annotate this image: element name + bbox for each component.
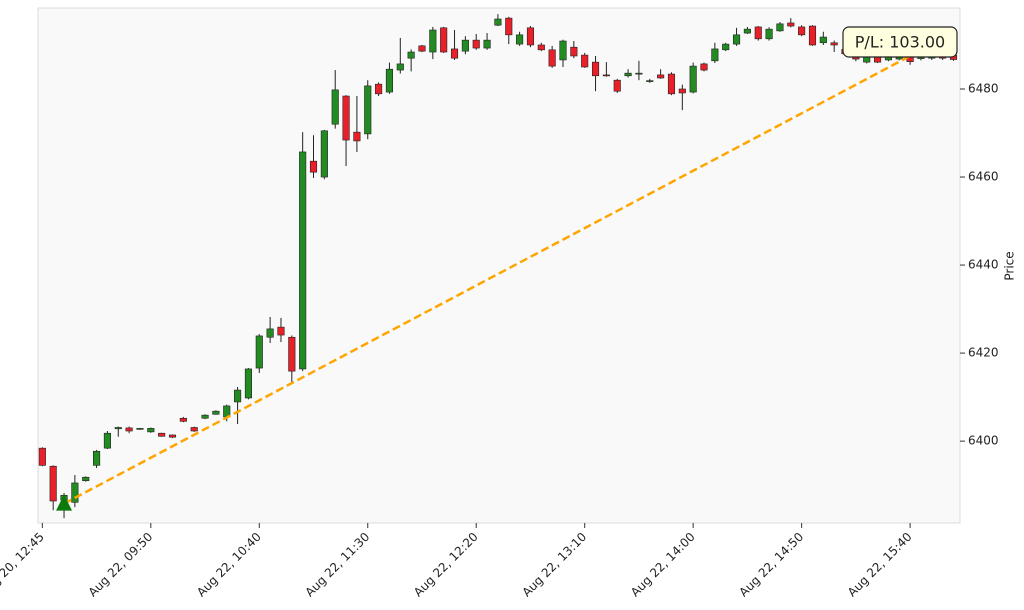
candle-body <box>136 428 144 430</box>
candle-body <box>472 39 480 49</box>
candle-body <box>591 61 600 77</box>
candle-body <box>429 29 437 53</box>
pl-box <box>842 26 958 58</box>
candle-body <box>93 450 101 466</box>
candle-body <box>375 83 383 95</box>
candle-body <box>309 160 318 173</box>
y-tick-label: 6440 <box>968 258 999 272</box>
x-tick-label: Aug 22, 09:50 <box>86 530 156 600</box>
x-tick-label: Aug 22, 11:30 <box>303 530 373 600</box>
candle-body <box>776 23 784 32</box>
candle-body <box>830 42 838 46</box>
candle-body <box>277 326 285 336</box>
candle-body <box>331 89 339 125</box>
candle-body <box>201 414 209 419</box>
candle-body <box>244 368 252 399</box>
candle-body <box>505 17 513 36</box>
candle-body <box>722 43 730 51</box>
candle-body <box>353 131 361 142</box>
candle-body <box>516 34 524 45</box>
candle-body <box>440 27 448 53</box>
x-tick-label: Aug 22, 15:40 <box>845 530 915 600</box>
candle-body <box>559 40 567 61</box>
candle-body <box>646 80 654 82</box>
candle-body <box>808 25 817 46</box>
x-tick-label: Aug 20, 12:45 <box>0 530 47 600</box>
candle-body <box>407 51 415 59</box>
candle-body <box>700 63 708 71</box>
candle-body <box>320 130 328 178</box>
candle-body <box>689 65 697 93</box>
candle-body <box>537 44 545 51</box>
candle-body <box>743 28 751 34</box>
y-axis-label: Price <box>1003 251 1017 280</box>
pl-label: P/L: 103.00 <box>855 33 945 52</box>
x-tick-label: Aug 22, 12:20 <box>411 530 481 600</box>
candle-body <box>732 34 741 45</box>
candle-body <box>299 151 307 370</box>
entry-marker <box>56 494 73 511</box>
candle-body <box>49 465 57 502</box>
candle-body <box>288 336 296 372</box>
candle-body <box>212 410 220 415</box>
candle-body <box>787 22 795 27</box>
candle-body <box>754 26 762 40</box>
trade-line <box>63 54 911 505</box>
y-tick-label: 6400 <box>968 434 999 448</box>
candle-body <box>613 79 621 92</box>
y-tick-label: 6420 <box>968 346 999 360</box>
plot-area <box>37 7 961 524</box>
candle-body <box>624 72 632 77</box>
candle-body <box>158 432 166 437</box>
candle-body <box>125 427 133 432</box>
candle-body <box>168 434 177 438</box>
y-tick-label: 6460 <box>968 170 999 184</box>
candle-body <box>147 428 155 433</box>
candle-body <box>581 54 589 68</box>
candle-body <box>396 63 404 71</box>
candle-body <box>667 73 676 95</box>
candle-body <box>461 39 469 52</box>
candle-body <box>385 68 393 93</box>
candle-body <box>635 72 643 75</box>
candle-body <box>234 389 242 403</box>
x-tick-label: Aug 22, 14:50 <box>736 530 806 600</box>
candle-body <box>711 48 719 62</box>
x-tick-label: Aug 22, 10:40 <box>194 530 264 600</box>
candle-body <box>266 328 274 338</box>
candle-body <box>526 27 535 46</box>
y-tick-label: 6480 <box>968 81 999 95</box>
candle-body <box>103 432 111 449</box>
candle-body <box>255 335 263 369</box>
candle-body <box>678 88 686 94</box>
x-tick-label: Aug 22, 13:10 <box>519 530 589 600</box>
candle-body <box>819 36 827 44</box>
candle-body <box>570 46 578 57</box>
candle-body <box>38 447 46 466</box>
candle-body <box>179 417 187 422</box>
candle-body <box>114 427 122 430</box>
candle-body <box>71 482 79 503</box>
x-tick-label: Aug 22, 14:00 <box>628 530 698 600</box>
candle-body <box>657 74 665 79</box>
candle-body <box>798 26 806 36</box>
candle-body <box>450 48 459 59</box>
candle-body <box>342 95 350 141</box>
candle-body <box>483 39 491 49</box>
candle-body <box>548 49 556 67</box>
candle-body <box>765 28 773 40</box>
candle-body <box>602 74 610 77</box>
candle-body <box>494 18 502 26</box>
candle-body <box>364 85 372 135</box>
candle-body <box>82 476 90 482</box>
candle-body <box>190 427 198 432</box>
candle-body <box>418 45 426 52</box>
